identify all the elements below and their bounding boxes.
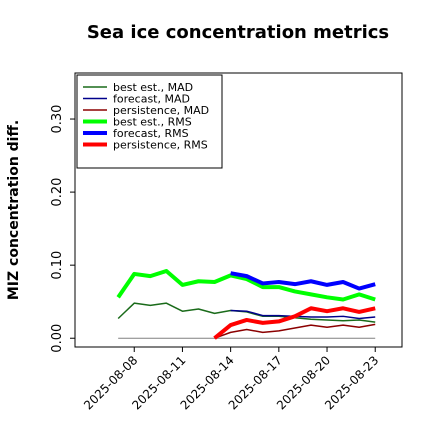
legend-label: best est., MAD — [113, 81, 193, 94]
y-tick-label: 0.30 — [50, 105, 65, 134]
series-line — [213, 306, 376, 340]
chart-title: Sea ice concentration metrics — [87, 22, 389, 43]
y-tick-label: 0.10 — [50, 251, 65, 280]
plot-frame — [74, 72, 403, 348]
legend-label: best est., RMS — [113, 116, 192, 129]
legend-label: forecast, RMS — [113, 127, 189, 140]
series-line — [214, 323, 376, 339]
legend-label: persistence, RMS — [113, 139, 208, 152]
y-tick-label: 0.00 — [50, 324, 65, 353]
y-tick-label: 0.20 — [50, 178, 65, 207]
series-line — [230, 271, 376, 291]
series-line — [230, 309, 376, 320]
series-line — [116, 269, 376, 302]
legend-label: forecast, MAD — [113, 93, 190, 106]
y-axis-label: MIZ concentration diff. — [6, 120, 22, 300]
legend-label: persistence, MAD — [113, 104, 209, 117]
